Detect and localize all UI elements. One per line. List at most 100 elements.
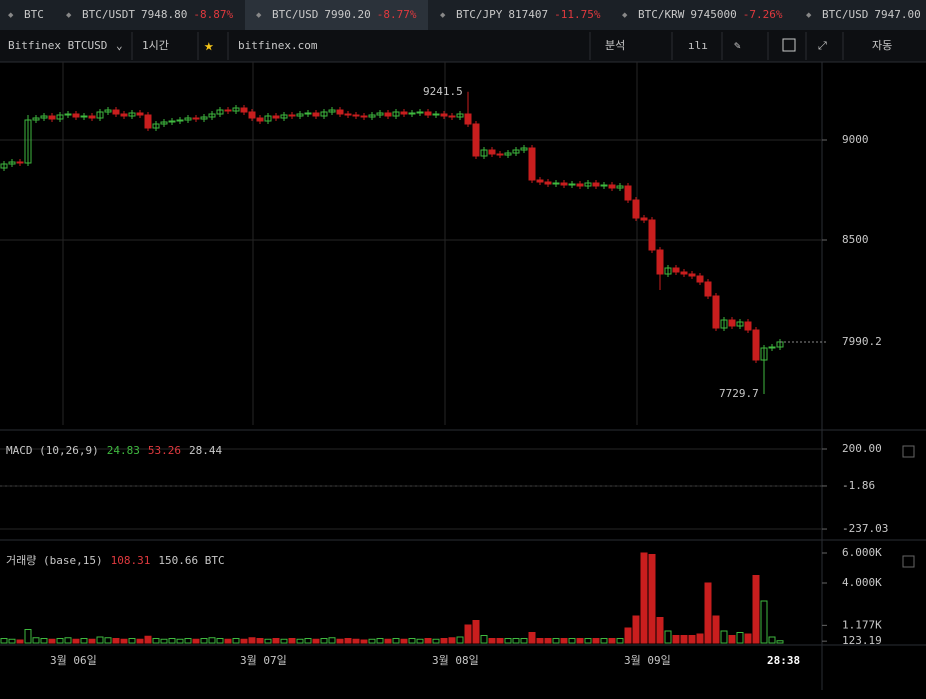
candle-body: [432, 113, 440, 116]
volume-bar: [640, 552, 648, 644]
y-tick-label: 1.177K: [842, 618, 882, 631]
candle-body: [440, 113, 448, 117]
volume-bar: [336, 638, 344, 644]
interval[interactable]: 1시간: [142, 39, 169, 52]
candle-body: [304, 112, 312, 115]
ticker-price: 9745000: [690, 8, 736, 21]
volume-bar: [304, 637, 312, 644]
volume-bar: [352, 638, 360, 644]
volume-bar: [680, 634, 688, 644]
fullscreen-icon[interactable]: ⤢: [818, 39, 827, 52]
volume-bar: [160, 638, 168, 644]
candle-body: [640, 217, 648, 221]
volume-bar: [544, 637, 552, 644]
star[interactable]: ★: [204, 36, 214, 55]
volume-bar: [536, 637, 544, 644]
volume-bar: [344, 637, 352, 644]
candle-body: [128, 112, 136, 117]
volume-bar: [176, 638, 184, 644]
candle-body: [288, 114, 296, 117]
volume-title: 거래량 (base,15): [6, 554, 103, 567]
ticker-price: 817407: [508, 8, 548, 21]
volume-bar: [16, 639, 24, 644]
close-pane[interactable]: [902, 555, 915, 568]
ticker-symbol: BTC/USD: [822, 8, 868, 21]
volume-bar: [168, 637, 176, 644]
high-label: 9241.5: [423, 85, 463, 98]
close-pane[interactable]: [902, 445, 915, 458]
x-tick-label: 3월 06일: [50, 653, 97, 667]
volume-bar: [208, 637, 216, 644]
volume-bar: [64, 637, 72, 644]
candle-body: [168, 120, 176, 123]
candle-body: [600, 184, 608, 187]
y-tick-label: 6.000K: [842, 546, 882, 559]
volume-bar: [48, 638, 56, 644]
candle-body: [568, 183, 576, 186]
volume-bar: [688, 634, 696, 644]
volume-bar: [120, 638, 128, 644]
candle-body: [184, 117, 192, 121]
screenshot-icon[interactable]: [782, 38, 796, 52]
candle-body: [96, 111, 104, 119]
auto[interactable]: 자동: [872, 39, 892, 52]
analysis[interactable]: 분석: [605, 39, 625, 52]
volume-bar: [704, 582, 712, 644]
candle-body: [648, 219, 656, 251]
candle-body: [64, 113, 72, 116]
volume-bar: [512, 637, 520, 644]
volume-bar: [56, 637, 64, 644]
volume-bar: [656, 616, 664, 644]
volume-bar: [240, 638, 248, 644]
active-tab[interactable]: [245, 0, 428, 30]
market[interactable]: Bitfinex BTCUSD: [8, 39, 107, 52]
candle-body: [232, 107, 240, 112]
volume-bar: [80, 637, 88, 644]
candle-body: [48, 115, 56, 120]
candle-body: [408, 112, 416, 115]
volume-bar: [768, 636, 776, 644]
candle-body: [616, 185, 624, 189]
volume-bar: [664, 630, 672, 644]
candle-body: [384, 112, 392, 117]
candle-body: [256, 117, 264, 122]
candle-body: [272, 115, 280, 119]
site[interactable]: bitfinex.com: [238, 39, 318, 52]
volume-bar: [24, 628, 32, 644]
candle-body: [656, 249, 664, 275]
volume-bar: [600, 637, 608, 644]
volume-bar: [440, 637, 448, 644]
candle-body: [200, 116, 208, 120]
candle-body: [120, 113, 128, 117]
ticker-icon: ◆: [66, 11, 72, 21]
ticker-change: -8.87%: [193, 8, 233, 21]
candle-body: [352, 114, 360, 117]
volume-bar: [272, 637, 280, 644]
candle-body: [392, 111, 400, 117]
volume-bar: [376, 637, 384, 644]
pen-icon[interactable]: ✎: [734, 39, 741, 52]
y-tick-label: -1.86: [842, 479, 875, 492]
bar-icon[interactable]: ılı: [688, 39, 708, 52]
x-tick-label: 3월 07일: [240, 653, 287, 667]
volume-bar: [96, 636, 104, 644]
volume-bar: [552, 637, 560, 644]
candle-body: [752, 329, 760, 361]
ticker-symbol: BTC/KRW: [638, 8, 685, 21]
candle-body: [112, 109, 120, 115]
volume-bar: [32, 637, 40, 644]
candle-body: [296, 113, 304, 117]
candle-body: [488, 149, 496, 155]
candle-body: [552, 182, 560, 185]
candle-body: [584, 182, 592, 187]
ticker-change: -11.75%: [554, 8, 601, 21]
volume-bar: [432, 638, 440, 644]
candle-body: [72, 113, 80, 118]
candle-body: [704, 281, 712, 297]
candle-body: [224, 109, 232, 112]
x-tick-label: 3월 09일: [624, 653, 671, 667]
candle-body: [680, 271, 688, 275]
volume-bar: [392, 637, 400, 644]
volume-bar: [720, 630, 728, 644]
